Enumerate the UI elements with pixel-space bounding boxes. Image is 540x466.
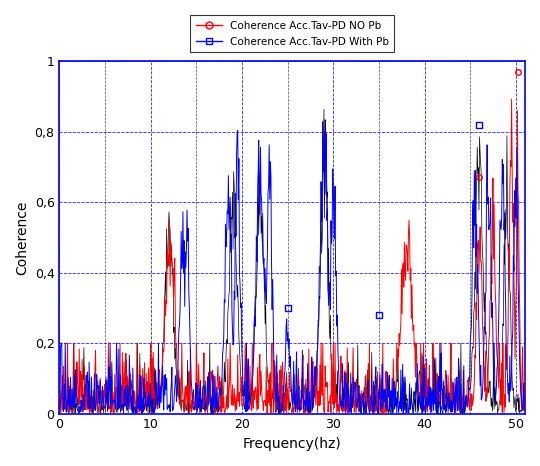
Y-axis label: Coherence: Coherence xyxy=(15,200,29,274)
X-axis label: Frequency(hz): Frequency(hz) xyxy=(243,437,342,451)
Legend: Coherence Acc.Tav-PD NO Pb, Coherence Acc.Tav-PD With Pb: Coherence Acc.Tav-PD NO Pb, Coherence Ac… xyxy=(190,15,394,52)
